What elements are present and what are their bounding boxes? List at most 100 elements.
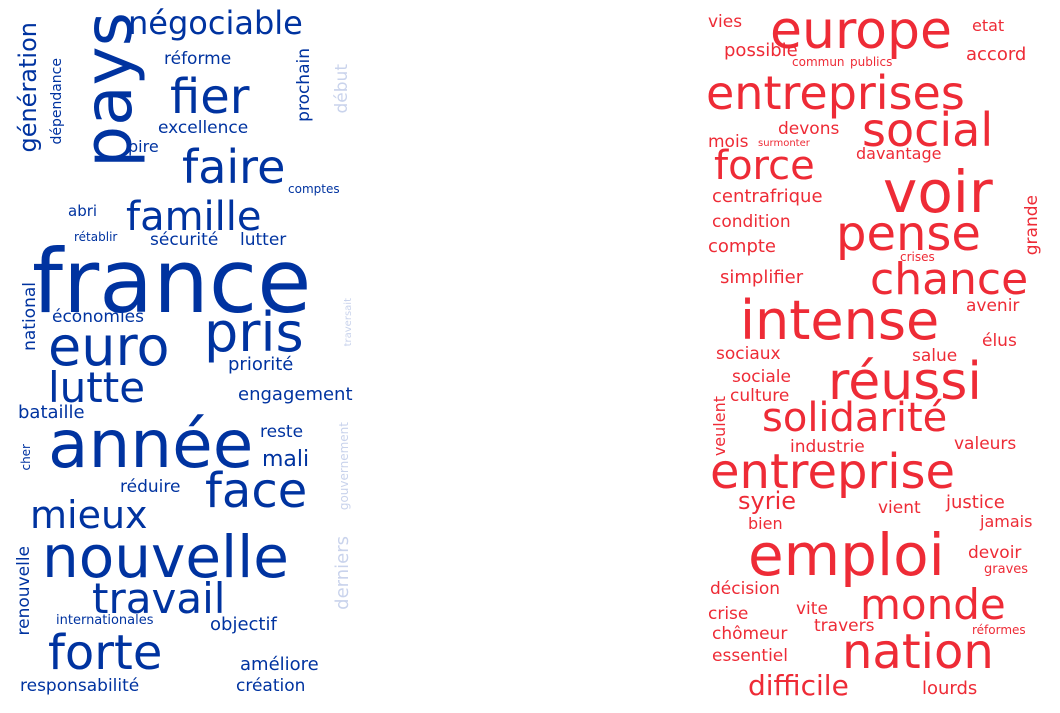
word-left-economies: économies	[52, 307, 144, 327]
word-right-centrafrique: centrafrique	[712, 186, 823, 207]
word-right-monde: monde	[860, 580, 1006, 629]
word-right-mois: mois	[708, 132, 749, 152]
word-left-euro: euro	[48, 315, 170, 378]
word-right-sociaux: sociaux	[716, 344, 781, 364]
word-left-objectif: objectif	[210, 614, 277, 635]
word-right-condition: condition	[712, 212, 791, 232]
word-right-emploi: emploi	[748, 521, 945, 589]
word-right-pense: pense	[836, 206, 981, 262]
word-right-nation: nation	[842, 624, 994, 680]
word-left-pire: pire	[128, 137, 159, 156]
word-right-entreprises: entreprises	[706, 66, 965, 120]
word-right-accord: accord	[966, 44, 1027, 65]
word-left-securite: sécurité	[150, 230, 219, 250]
word-left-engagement: engagement	[238, 384, 353, 405]
word-left-lutte: lutte	[48, 363, 146, 412]
word-right-surmonter: surmonter	[758, 138, 810, 149]
word-right-culture: culture	[730, 386, 790, 406]
word-right-crise: crise	[708, 604, 749, 624]
word-right-intense: intense	[740, 289, 940, 352]
word-left-faire: faire	[182, 140, 286, 194]
word-right-commun: commun	[792, 55, 845, 69]
word-left-responsabilite: responsabilité	[20, 676, 140, 696]
word-left-internationales: internationales	[56, 613, 154, 628]
word-left-famille: famille	[126, 194, 262, 240]
word-left-excellence: excellence	[158, 118, 249, 138]
word-right-justice: justice	[946, 492, 1005, 513]
word-right-bien: bien	[748, 514, 783, 533]
word-right-voir: voir	[883, 158, 993, 226]
word-left-ameliore: améliore	[240, 654, 319, 675]
word-right-vite: vite	[796, 599, 828, 619]
word-left-negociable: négociable	[128, 4, 303, 42]
word-right-devoir: devoir	[968, 543, 1022, 563]
word-right-grande: grande	[1022, 195, 1042, 256]
word-left-creation: création	[236, 676, 306, 696]
word-right-davantage: davantage	[856, 144, 942, 163]
word-right-solidarite: solidarité	[762, 395, 948, 441]
word-left-france: france	[32, 230, 312, 333]
word-left-travail: travail	[92, 574, 226, 623]
word-left-derniers: derniers	[332, 536, 353, 610]
word-right-decision: décision	[710, 579, 781, 599]
word-right-reformes: réformes	[972, 623, 1026, 637]
word-left-traversait: traversait	[343, 298, 354, 347]
word-right-possible: possible	[724, 40, 798, 61]
word-cloud-left: france pays année nouvelle pris euro face forte…	[0, 0, 360, 713]
word-right-elus: élus	[982, 331, 1017, 351]
word-right-devons: devons	[778, 119, 840, 139]
word-right-force: force	[714, 143, 815, 189]
word-left-national: national	[20, 282, 40, 351]
word-left-retablir: rétablir	[74, 230, 118, 244]
word-right-social: social	[862, 103, 994, 157]
word-left-gouvernement: gouvernement	[337, 422, 351, 511]
word-right-graves: graves	[984, 562, 1029, 577]
word-right-syrie: syrie	[738, 487, 797, 515]
word-right-publics: publics	[850, 55, 893, 69]
word-right-vient: vient	[878, 498, 921, 518]
word-right-chomeur: chômeur	[712, 624, 788, 644]
word-left-reste: reste	[260, 422, 304, 442]
word-right-lourds: lourds	[922, 678, 978, 699]
word-right-crises: crises	[900, 250, 935, 264]
word-left-prochain: prochain	[294, 48, 314, 122]
word-left-face: face	[205, 463, 308, 519]
word-left-dependance: dépendance	[49, 58, 65, 145]
word-right-etat: etat	[972, 16, 1005, 35]
word-left-generation: génération	[14, 22, 42, 153]
word-left-nouvelle: nouvelle	[42, 523, 289, 591]
word-left-priorite: priorité	[228, 354, 294, 375]
word-left-cher: cher	[19, 444, 33, 471]
word-left-mieux: mieux	[30, 493, 148, 537]
word-left-bataille: bataille	[18, 402, 85, 423]
word-right-vies: vies	[708, 12, 743, 32]
word-left-pris: pris	[204, 301, 304, 364]
word-right-jamais: jamais	[980, 512, 1033, 531]
word-cloud-right: europe entreprises social voir force pense cha…	[700, 0, 1060, 713]
word-left-forte: forte	[48, 625, 163, 681]
word-right-difficile: difficile	[748, 669, 849, 702]
word-right-compte: compte	[708, 236, 777, 257]
word-left-comptes: comptes	[288, 182, 340, 196]
word-right-chance: chance	[870, 254, 1029, 305]
word-right-travers: travers	[814, 616, 875, 636]
word-right-avenir: avenir	[966, 296, 1020, 316]
word-left-reduire: réduire	[120, 477, 181, 497]
word-right-sociale: sociale	[732, 367, 791, 387]
word-right-industrie: industrie	[790, 437, 865, 457]
word-right-salue: salue	[912, 346, 958, 366]
word-left-reforme: réforme	[164, 49, 232, 69]
word-right-veulent: veulent	[710, 396, 729, 457]
word-right-essentiel: essentiel	[712, 646, 788, 666]
word-right-europe: europe	[770, 1, 952, 61]
word-left-mali: mali	[262, 447, 310, 472]
word-right-simplifier: simplifier	[720, 267, 804, 288]
word-left-annee: année	[48, 406, 254, 483]
word-left-renouvelle: renouvelle	[14, 546, 34, 636]
word-right-valeurs: valeurs	[954, 434, 1017, 454]
word-left-lutter: lutter	[240, 230, 287, 250]
word-left-debut: début	[332, 64, 352, 114]
word-right-reussi: réussi	[828, 352, 982, 412]
word-left-abri: abri	[68, 202, 98, 220]
word-left-fier: fier	[170, 69, 250, 125]
